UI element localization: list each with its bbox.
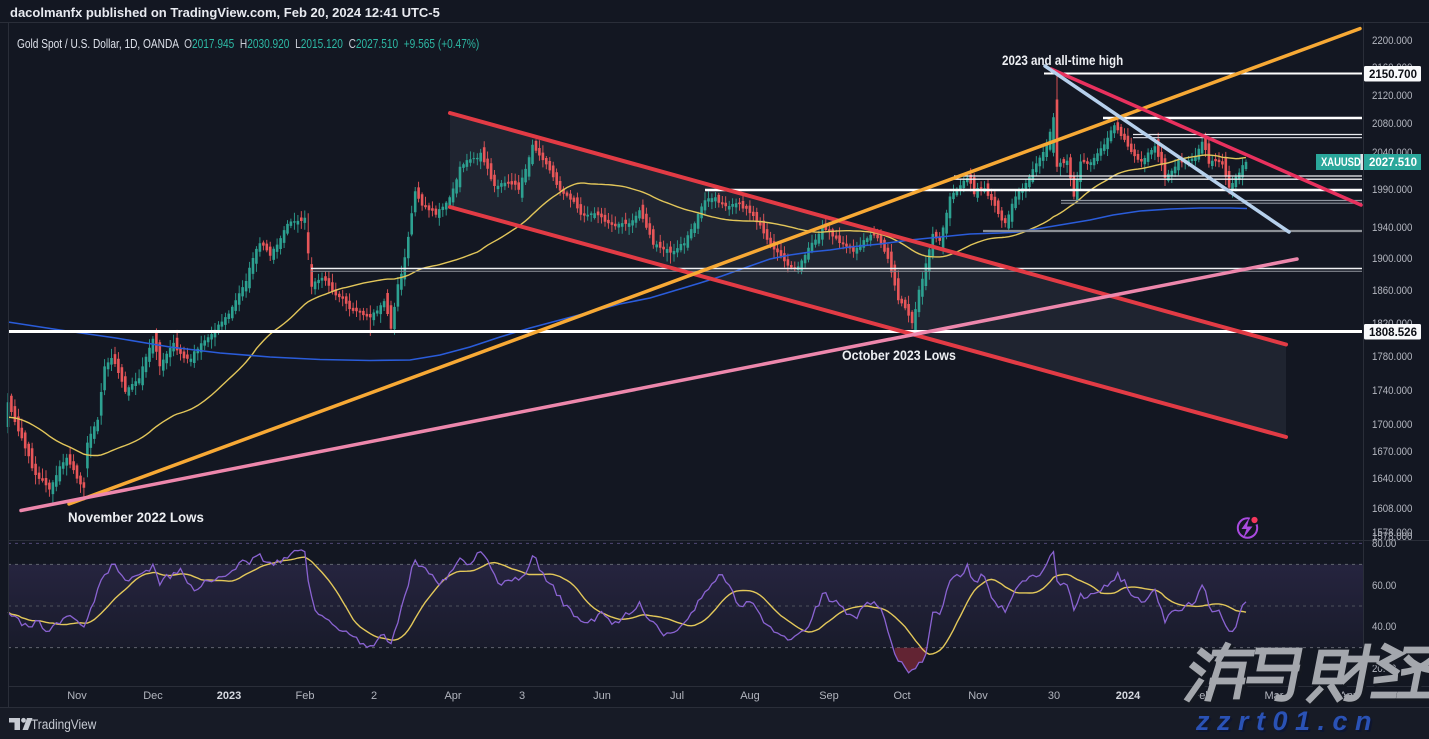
svg-text:dacolmanfx published on Tradin: dacolmanfx published on TradingView.com,… — [10, 5, 440, 20]
svg-text:Dec: Dec — [143, 690, 163, 702]
svg-text:80.00: 80.00 — [1372, 539, 1396, 551]
svg-text:30: 30 — [1048, 690, 1060, 702]
svg-text:2023 and all-time high: 2023 and all-time high — [1002, 53, 1123, 68]
svg-text:2023: 2023 — [217, 690, 241, 702]
svg-text:2150.700: 2150.700 — [1369, 69, 1417, 81]
svg-text:1740.000: 1740.000 — [1372, 386, 1413, 398]
svg-text:1608.000: 1608.000 — [1372, 504, 1413, 516]
svg-text:1900.000: 1900.000 — [1372, 254, 1413, 266]
svg-text:zzrt01.cn: zzrt01.cn — [1195, 706, 1379, 736]
svg-text:2200.000: 2200.000 — [1372, 36, 1413, 48]
svg-text:2080.000: 2080.000 — [1372, 119, 1413, 131]
svg-text:TradingView: TradingView — [31, 716, 97, 732]
svg-text:2120.000: 2120.000 — [1372, 91, 1413, 103]
svg-text:1640.000: 1640.000 — [1372, 474, 1413, 486]
svg-text:1700.000: 1700.000 — [1372, 420, 1413, 432]
svg-text:1780.000: 1780.000 — [1372, 352, 1413, 364]
svg-text:2: 2 — [371, 690, 377, 702]
svg-text:1578.000: 1578.000 — [1372, 532, 1413, 544]
svg-text:40.00: 40.00 — [1372, 622, 1396, 634]
svg-text:Oct: Oct — [893, 690, 910, 702]
svg-text:Jun: Jun — [593, 690, 611, 702]
svg-text:3: 3 — [519, 690, 525, 702]
svg-text:1578.000: 1578.000 — [1372, 528, 1413, 540]
svg-text:1860.000: 1860.000 — [1372, 286, 1413, 298]
svg-text:1940.000: 1940.000 — [1372, 223, 1413, 235]
svg-text:2040.000: 2040.000 — [1372, 148, 1413, 160]
svg-text:Gold Spot / U.S. Dollar, 1D, O: Gold Spot / U.S. Dollar, 1D, OANDA O2017… — [17, 37, 479, 51]
svg-text:Feb: Feb — [296, 690, 315, 702]
svg-text:Aug: Aug — [740, 690, 760, 702]
svg-text:60.00: 60.00 — [1372, 581, 1396, 593]
svg-text:Sep: Sep — [819, 690, 839, 702]
svg-text:1670.000: 1670.000 — [1372, 447, 1413, 459]
svg-text:XAUUSD: XAUUSD — [1321, 156, 1361, 169]
svg-text:October 2023 Lows: October 2023 Lows — [842, 348, 956, 364]
svg-text:2027.510: 2027.510 — [1369, 157, 1417, 169]
svg-text:Apr: Apr — [444, 690, 461, 702]
svg-text:Jul: Jul — [670, 690, 684, 702]
svg-text:1990.000: 1990.000 — [1372, 185, 1413, 197]
svg-text:zzrt01.cn: zzrt01.cn — [1197, 708, 1381, 738]
svg-text:1808.526: 1808.526 — [1369, 327, 1417, 339]
svg-text:Nov: Nov — [67, 690, 87, 702]
svg-text:November 2022 Lows: November 2022 Lows — [68, 510, 204, 525]
svg-text:2024: 2024 — [1116, 690, 1141, 702]
svg-text:Nov: Nov — [968, 690, 988, 702]
